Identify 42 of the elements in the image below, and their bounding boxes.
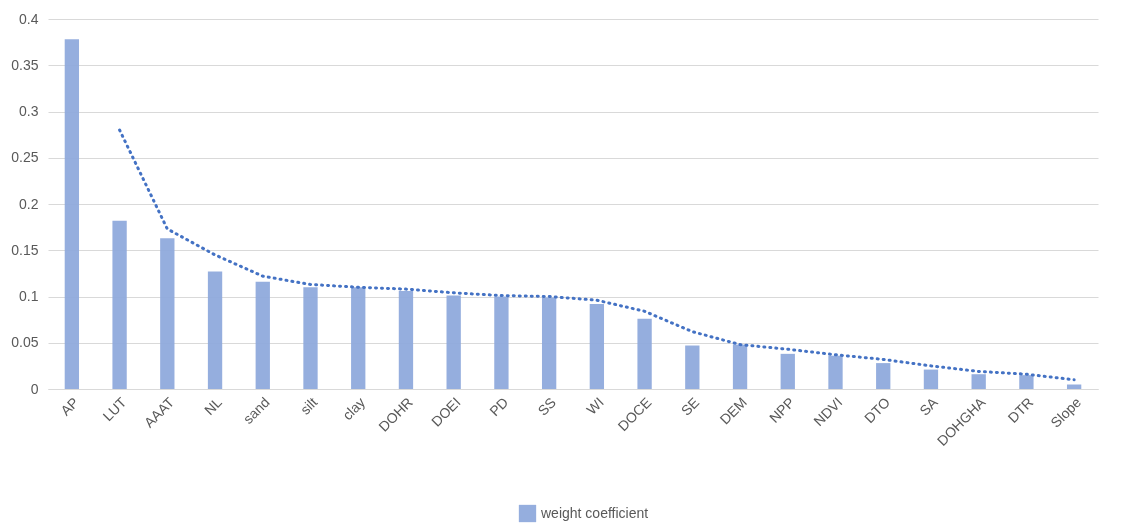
y-tick-label: 0.35 <box>11 56 39 73</box>
y-tick-label: 0.05 <box>11 334 39 351</box>
bar <box>828 355 843 389</box>
x-tick-label: NL <box>200 393 226 419</box>
y-tick-label: 0.4 <box>19 10 39 27</box>
bar <box>351 287 366 389</box>
bar <box>971 374 986 389</box>
bar <box>876 363 891 389</box>
bar <box>160 238 175 389</box>
bar <box>303 287 318 389</box>
x-tick-label: clay <box>339 394 369 424</box>
legend-label: weight coefficient <box>540 504 649 521</box>
bar <box>398 290 414 389</box>
x-tick-label: SS <box>534 394 560 419</box>
bar <box>685 345 700 389</box>
bar <box>637 318 652 389</box>
x-tick-label: PD <box>486 394 512 420</box>
bar <box>112 220 127 389</box>
y-tick-label: 0.2 <box>19 195 39 212</box>
x-tick-label: AP <box>57 394 82 419</box>
y-tick-label: 0 <box>30 380 39 397</box>
line-series <box>118 128 1076 382</box>
bar <box>255 281 270 389</box>
y-tick-label: 0.1 <box>19 288 39 304</box>
y-tick-label: 0.3 <box>19 103 39 119</box>
bar <box>494 296 509 389</box>
bar <box>207 271 223 389</box>
x-tick-label: SE <box>677 394 703 419</box>
bar <box>446 295 461 389</box>
bar <box>923 369 939 389</box>
y-tick-label: 0.15 <box>11 241 39 258</box>
bar <box>64 39 80 389</box>
bar <box>1066 384 1082 389</box>
bar <box>780 353 795 389</box>
bar <box>541 297 557 389</box>
y-tick-label: 0.25 <box>11 149 39 166</box>
x-tick-label: silt <box>296 394 321 418</box>
bar <box>732 344 748 389</box>
bar <box>1019 375 1034 389</box>
x-tick-label: WI <box>583 394 607 418</box>
x-tick-label: SA <box>916 393 942 419</box>
bar <box>589 303 605 389</box>
